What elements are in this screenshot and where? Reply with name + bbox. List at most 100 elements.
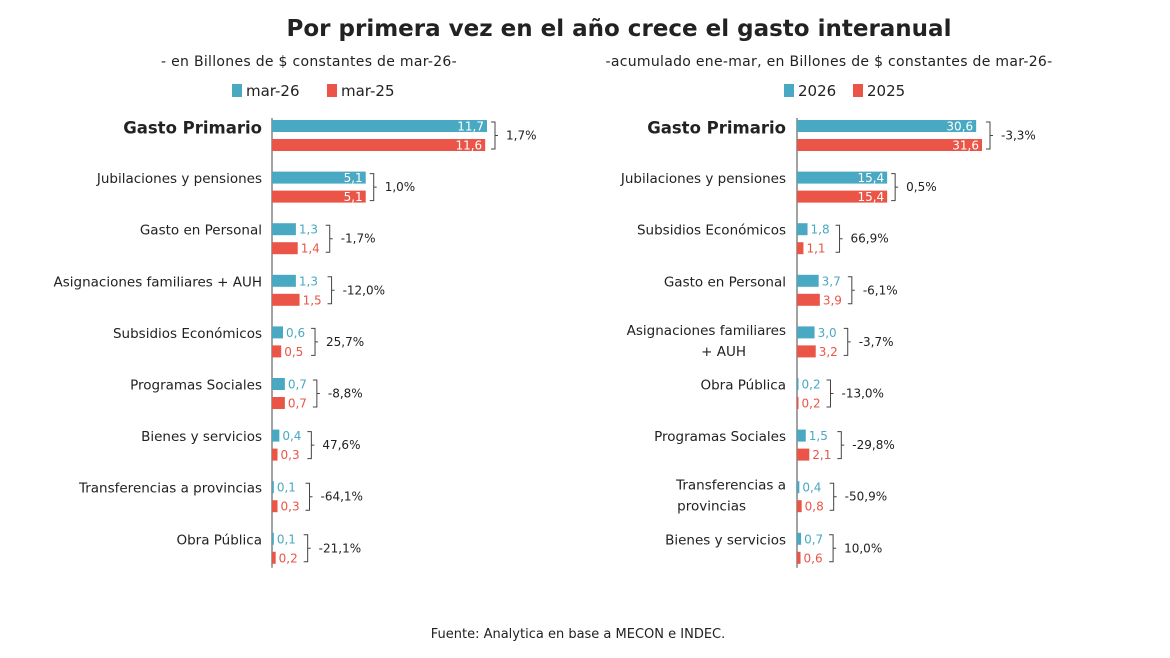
variation-bracket (837, 431, 845, 460)
right-legend: 2026 2025 (784, 82, 905, 100)
value-label-series-2: 0,7 (288, 397, 307, 411)
value-label-series-2: 1,1 (806, 242, 825, 256)
value-label-series-1: 0,7 (288, 378, 307, 392)
bar-series-2 (272, 397, 285, 409)
bar-series-2 (797, 345, 816, 358)
value-label-series-2: 11,6 (455, 139, 482, 153)
value-label-series-2: 0,3 (281, 448, 300, 462)
bar-series-2 (272, 448, 278, 461)
bar-series-2 (272, 345, 282, 358)
bar-series-1 (272, 326, 284, 339)
value-label-series-2: 0,2 (802, 397, 821, 411)
right-legend-swatch-1 (784, 84, 794, 97)
category-label: Transferencias a provincias (78, 481, 262, 497)
variation-label: -29,8% (852, 438, 894, 452)
category-label: Obra Pública (176, 532, 262, 548)
bar-series-2 (272, 293, 300, 306)
variation-bracket (303, 534, 311, 563)
bar-series-1 (797, 120, 977, 132)
left-legend-swatch-2 (327, 84, 337, 97)
variation-bracket (847, 276, 855, 305)
bar-series-1 (272, 274, 296, 287)
value-label-series-2: 3,9 (823, 293, 842, 307)
value-label-series-1: 1,3 (299, 223, 318, 237)
category-label: Transferencias a provincias (675, 478, 786, 515)
bar-series-1 (797, 532, 802, 545)
category-label: Jubilaciones y pensiones (96, 171, 262, 187)
bar-series-1 (797, 274, 819, 287)
variation-label: -6,1% (863, 283, 898, 297)
bar-series-2 (797, 190, 888, 203)
bar-series-1 (272, 481, 274, 494)
value-label-series-2: 0,6 (804, 551, 823, 565)
variation-bracket (325, 224, 333, 253)
category-label: Bienes y servicios (665, 532, 786, 548)
value-label-series-1: 0,7 (804, 532, 823, 546)
value-label-series-2: 1,5 (303, 293, 322, 307)
value-label-series-1: 1,8 (811, 223, 830, 237)
variation-label: 25,7% (326, 335, 364, 349)
variation-bracket (369, 173, 377, 202)
right-legend-swatch-2 (853, 84, 863, 97)
right-subtitle: -acumulado ene-mar, en Billones de $ con… (606, 54, 1053, 70)
chart-title: Por primera vez en el año crece el gasto… (287, 16, 952, 42)
category-label: Gasto en Personal (140, 223, 262, 239)
value-label-series-1: 0,1 (277, 481, 296, 495)
variation-label: 10,0% (844, 541, 882, 555)
value-label-series-2: 2,1 (812, 448, 831, 462)
left-legend-swatch-1 (232, 84, 242, 97)
value-label-series-1: 3,0 (818, 326, 837, 340)
bar-series-1 (272, 171, 366, 184)
bar-series-2 (797, 397, 799, 409)
right-legend-label-2: 2025 (867, 82, 905, 100)
value-label-series-1: 15,4 (857, 171, 884, 185)
variation-bracket (305, 482, 313, 511)
bar-series-2 (272, 190, 366, 203)
variation-bracket (835, 224, 843, 253)
value-label-series-1: 0,2 (802, 378, 821, 392)
category-label: Jubilaciones y pensiones (620, 171, 786, 187)
bar-series-2 (272, 242, 298, 255)
variation-bracket (491, 121, 498, 150)
left-legend-label-2: mar-25 (341, 82, 395, 100)
value-label-series-2: 15,4 (857, 190, 884, 204)
variation-label: -21,1% (319, 541, 361, 555)
value-label-series-2: 0,8 (805, 500, 824, 514)
variation-label: 47,6% (322, 438, 360, 452)
variation-label: 1,0% (385, 180, 416, 194)
bar-series-2 (797, 242, 804, 255)
left-chart: Gasto Primario 11,7 11,6 1,7% Jubilaciones y… (54, 118, 537, 568)
bar-series-1 (272, 223, 296, 236)
value-label-series-1: 1,3 (299, 274, 318, 288)
category-label-total: Gasto Primario (123, 119, 262, 138)
category-label: Subsidios Económicos (637, 223, 786, 239)
value-label-series-1: 0,4 (802, 481, 821, 495)
bar-series-1 (272, 120, 487, 132)
bar-series-1 (797, 378, 799, 390)
value-label-series-2: 1,4 (301, 242, 320, 256)
variation-label: -8,8% (328, 387, 363, 401)
variation-bracket (327, 276, 335, 305)
bar-series-2 (272, 139, 486, 151)
value-label-series-2: 31,6 (952, 139, 979, 153)
bar-series-1 (797, 223, 808, 236)
category-label: Gasto en Personal (664, 274, 786, 290)
value-label-series-1: 5,1 (344, 171, 363, 185)
variation-bracket (311, 327, 319, 356)
bar-series-2 (797, 500, 802, 513)
bar-series-2 (797, 448, 810, 461)
variation-bracket (843, 327, 851, 356)
variation-bracket (829, 482, 837, 511)
variation-bracket (826, 379, 834, 408)
category-label: Obra Pública (700, 378, 786, 394)
value-label-series-1: 0,4 (282, 429, 301, 443)
value-label-series-2: 0,2 (279, 551, 298, 565)
variation-label: 1,7% (506, 129, 537, 143)
bar-series-2 (272, 500, 278, 513)
category-label: Asignaciones familiares + AUH (54, 274, 263, 290)
category-label: Bienes y servicios (141, 429, 262, 445)
value-label-series-1: 30,6 (946, 120, 973, 134)
value-label-series-2: 0,5 (284, 345, 303, 359)
bar-series-2 (797, 551, 801, 564)
